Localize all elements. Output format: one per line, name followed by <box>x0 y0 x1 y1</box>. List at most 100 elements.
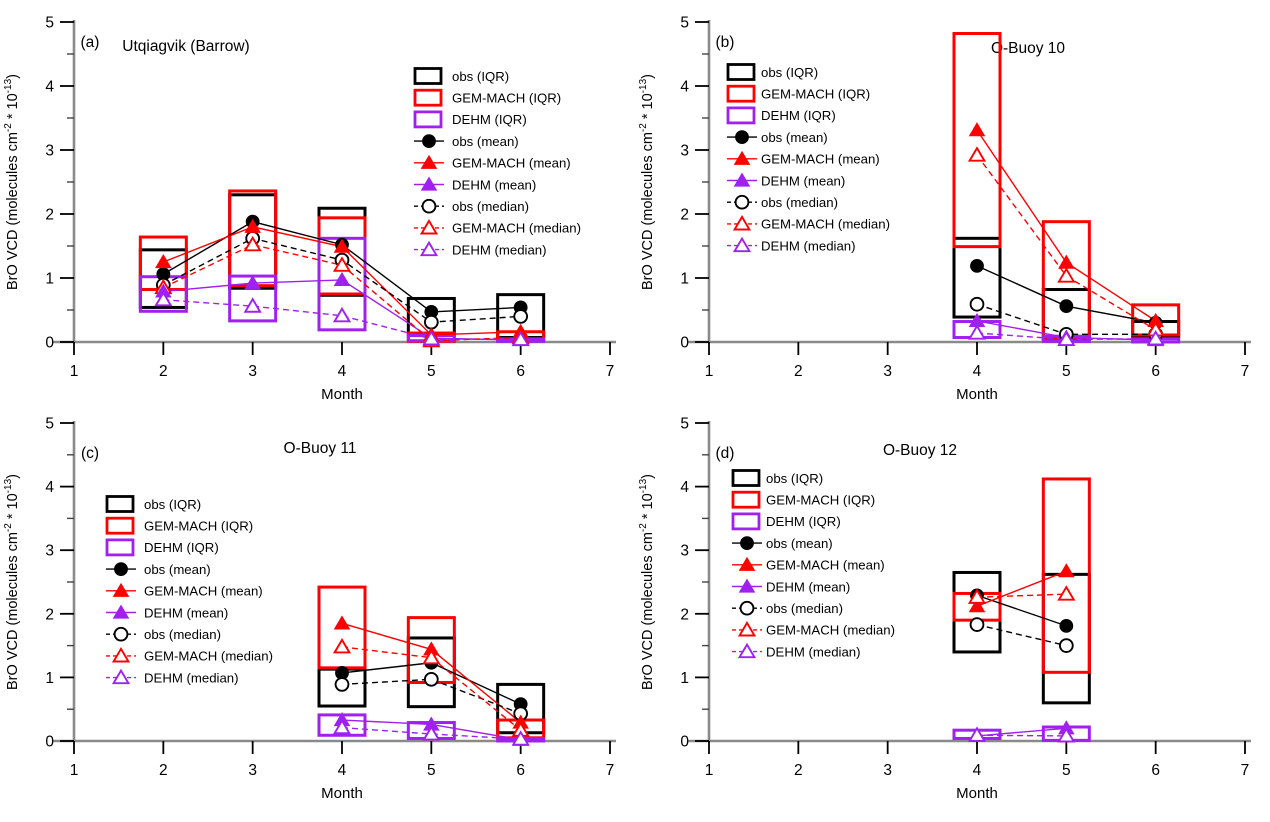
legend-label: GEM-MACH (mean) <box>761 152 880 167</box>
legend-item-gem-iqr: GEM-MACH (IQR) <box>105 516 253 535</box>
legend-item-obs-mean: obs (mean) <box>727 130 828 145</box>
gem-median-swatch-marker <box>732 215 752 231</box>
x-tick-label: 5 <box>427 363 436 380</box>
gem-mach-mean-marker <box>1058 254 1075 269</box>
gem-mean-swatch-marker <box>738 556 756 571</box>
legend-label: obs (IQR) <box>766 471 823 486</box>
obs-mean-marker <box>1059 299 1074 314</box>
legend-label: obs (mean) <box>761 130 828 145</box>
panel-title: O-Buoy 11 <box>284 440 357 457</box>
x-tick-label: 3 <box>883 762 892 779</box>
legend-label: GEM-MACH (mean) <box>452 156 571 171</box>
y-axis-label: BrO VCD (molecules cm-2 * 10-13) <box>638 474 656 690</box>
legend-label: GEM-MACH (median) <box>766 623 895 638</box>
obs-iqr-swatch <box>726 63 756 81</box>
x-tick-label: 6 <box>516 762 525 779</box>
legend-item-obs-median: obs (median) <box>727 194 838 210</box>
legend-label: obs (median) <box>766 601 843 616</box>
x-axis-label: Month <box>321 785 363 802</box>
gem-mach-mean-line <box>976 129 1157 322</box>
x-tick-label: 4 <box>338 363 347 380</box>
legend-item-gem-median: GEM-MACH (median) <box>106 647 273 664</box>
y-tick-label: 3 <box>680 543 689 560</box>
panel-b-obuoy10: 1 2 3 4 5 6 7 0 1 2 3 4 5 Month BrO VCD (molecules cm-… <box>635 0 1270 411</box>
legend-item-gem-mean: GEM-MACH (mean) <box>106 582 263 599</box>
x-tick-label: 2 <box>794 762 803 779</box>
obs-median-swatch-marker <box>739 600 755 616</box>
dehm-mean-line <box>976 727 1067 737</box>
obs-mean-marker <box>1059 618 1074 633</box>
x-tick-label: 6 <box>1151 762 1160 779</box>
x-tick-label: 5 <box>427 762 436 779</box>
dehm-iqr-swatch <box>413 110 443 129</box>
dehm-iqr-swatch <box>731 512 761 531</box>
obs-mean-marker <box>970 258 984 273</box>
dehm-median-line <box>163 299 521 341</box>
x-tick-label: 1 <box>70 363 79 380</box>
legend-label: obs (median) <box>144 627 221 642</box>
legend-item-obs-mean: obs (mean) <box>732 536 833 551</box>
y-tick-label: 3 <box>45 143 54 160</box>
legend-label: GEM-MACH (IQR) <box>761 87 870 102</box>
obs-iqr-swatch <box>413 67 443 85</box>
y-tick-label: 4 <box>45 479 54 496</box>
legend-label: obs (mean) <box>452 134 519 149</box>
dehm-median-marker <box>511 330 530 346</box>
gem-mach-median-marker <box>422 648 441 665</box>
panel-title: O-Buoy 10 <box>991 40 1065 57</box>
gem-mach-median-marker <box>967 588 987 604</box>
x-tick-label: 2 <box>794 363 803 380</box>
gem-iqr-swatch <box>726 84 756 103</box>
x-tick-label: 5 <box>1062 762 1071 779</box>
legend-label: obs (IQR) <box>144 497 201 512</box>
panel-c-obuoy11: 1 2 3 4 5 6 7 0 1 2 3 4 5 Month BrO VCD (molecules cm-… <box>0 411 635 822</box>
legend-label: DEHM (IQR) <box>766 514 841 529</box>
legend-label: DEHM (IQR) <box>761 108 836 123</box>
legend-item-obs-mean: obs (mean) <box>414 134 519 149</box>
legend-item-gem-median: GEM-MACH (median) <box>414 219 581 236</box>
legend-label: DEHM (median) <box>144 670 239 685</box>
obs-median-marker <box>969 296 985 312</box>
obs-median-marker <box>969 617 985 632</box>
obs-median-swatch-marker <box>113 626 129 642</box>
gem-mach-median-marker <box>1057 267 1076 283</box>
legend-item-obs-median: obs (median) <box>414 198 529 214</box>
obs-mean-swatch-marker <box>422 134 436 149</box>
y-tick-label: 0 <box>45 734 54 751</box>
panel-letter: (c) <box>81 445 99 462</box>
obs-median-marker <box>1058 638 1074 653</box>
y-tick-label: 1 <box>680 271 689 288</box>
legend-item-dehm-median: DEHM (median) <box>106 668 239 685</box>
legend-label: obs (IQR) <box>452 69 509 84</box>
legend-label: GEM-MACH (IQR) <box>766 493 875 508</box>
obs-median-line <box>341 678 521 715</box>
dehm-median-marker <box>1057 727 1076 743</box>
legend-label: DEHM (mean) <box>761 173 845 188</box>
gem-mach-mean-marker <box>968 122 986 137</box>
legend-item-gem-iqr: GEM-MACH (IQR) <box>726 84 870 103</box>
gem-mach-mean-marker <box>244 218 261 233</box>
legend-label: DEHM (mean) <box>766 579 850 594</box>
dehm-median-swatch-marker <box>419 240 439 257</box>
legend-label: GEM-MACH (IQR) <box>144 519 253 534</box>
y-tick-label: 0 <box>45 335 54 352</box>
obs-median-marker <box>423 671 439 687</box>
x-tick-label: 2 <box>159 363 168 380</box>
y-tick-label: 5 <box>45 15 54 32</box>
legend-item-obs-iqr: obs (IQR) <box>413 67 509 85</box>
panel-letter: (b) <box>716 34 735 51</box>
legend-label: DEHM (median) <box>766 644 861 659</box>
legend-item-gem-iqr: GEM-MACH (IQR) <box>731 490 875 509</box>
dehm-iqr-swatch <box>105 538 135 557</box>
y-tick-label: 2 <box>680 207 689 224</box>
obs-mean-swatch-marker <box>114 562 128 577</box>
legend-item-obs-iqr: obs (IQR) <box>726 63 818 81</box>
gem-mach-median-marker <box>243 235 262 252</box>
dehm-median-marker <box>332 306 352 323</box>
legend-label: obs (median) <box>761 195 838 210</box>
legend-label: GEM-MACH (median) <box>452 221 581 236</box>
dehm-median-marker <box>1146 329 1165 346</box>
y-tick-label: 1 <box>45 271 54 288</box>
legend-label: DEHM (median) <box>761 238 856 253</box>
